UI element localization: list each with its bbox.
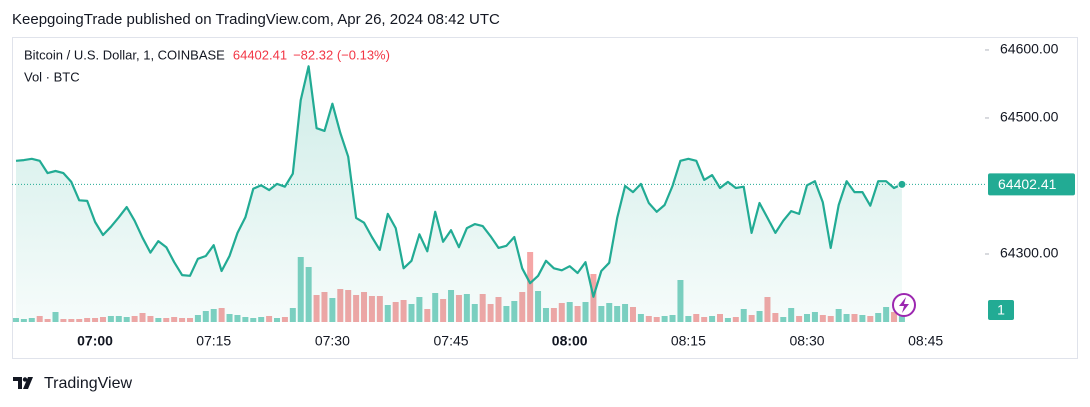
x-tick-label: 08:15 [671, 333, 706, 349]
last-point [897, 179, 907, 189]
brand-name: TradingView [44, 375, 132, 392]
volume-tag: 1 [997, 302, 1005, 318]
alert-icon [892, 293, 916, 317]
x-tick-label: 08:45 [908, 333, 943, 349]
price-area [15, 66, 902, 322]
volume-tag-bg [988, 300, 1014, 320]
legend-change: −82.32 (−0.13%) [293, 47, 390, 62]
legend-price: 64402.41 [233, 47, 287, 62]
x-tick-label: 07:45 [434, 333, 469, 349]
volume-bar [898, 312, 905, 322]
x-tick-label: 08:30 [789, 333, 824, 349]
publisher-header: KeepgoingTrade published on TradingView.… [12, 11, 500, 28]
volume-bar [12, 318, 19, 322]
legend-symbol: Bitcoin / U.S. Dollar, 1, COINBASE [24, 47, 225, 62]
x-tick-label: 07:00 [77, 333, 113, 349]
plot-area [12, 65, 985, 322]
price-tag-bg [988, 173, 1075, 196]
y-tick-label: 64300.00 [1000, 245, 1059, 261]
x-tick-label: 07:15 [196, 333, 231, 349]
brand-logo [13, 377, 33, 389]
legend-volume: Vol · BTC [24, 69, 80, 84]
y-tick-label: 64600.00 [1000, 41, 1059, 57]
y-tick-label: 64500.00 [1000, 109, 1059, 125]
chart-frame [12, 37, 1078, 359]
price-line [15, 65, 903, 298]
x-tick-label: 08:00 [552, 333, 588, 349]
price-tag: 64402.41 [998, 176, 1057, 192]
x-tick-label: 07:30 [315, 333, 350, 349]
